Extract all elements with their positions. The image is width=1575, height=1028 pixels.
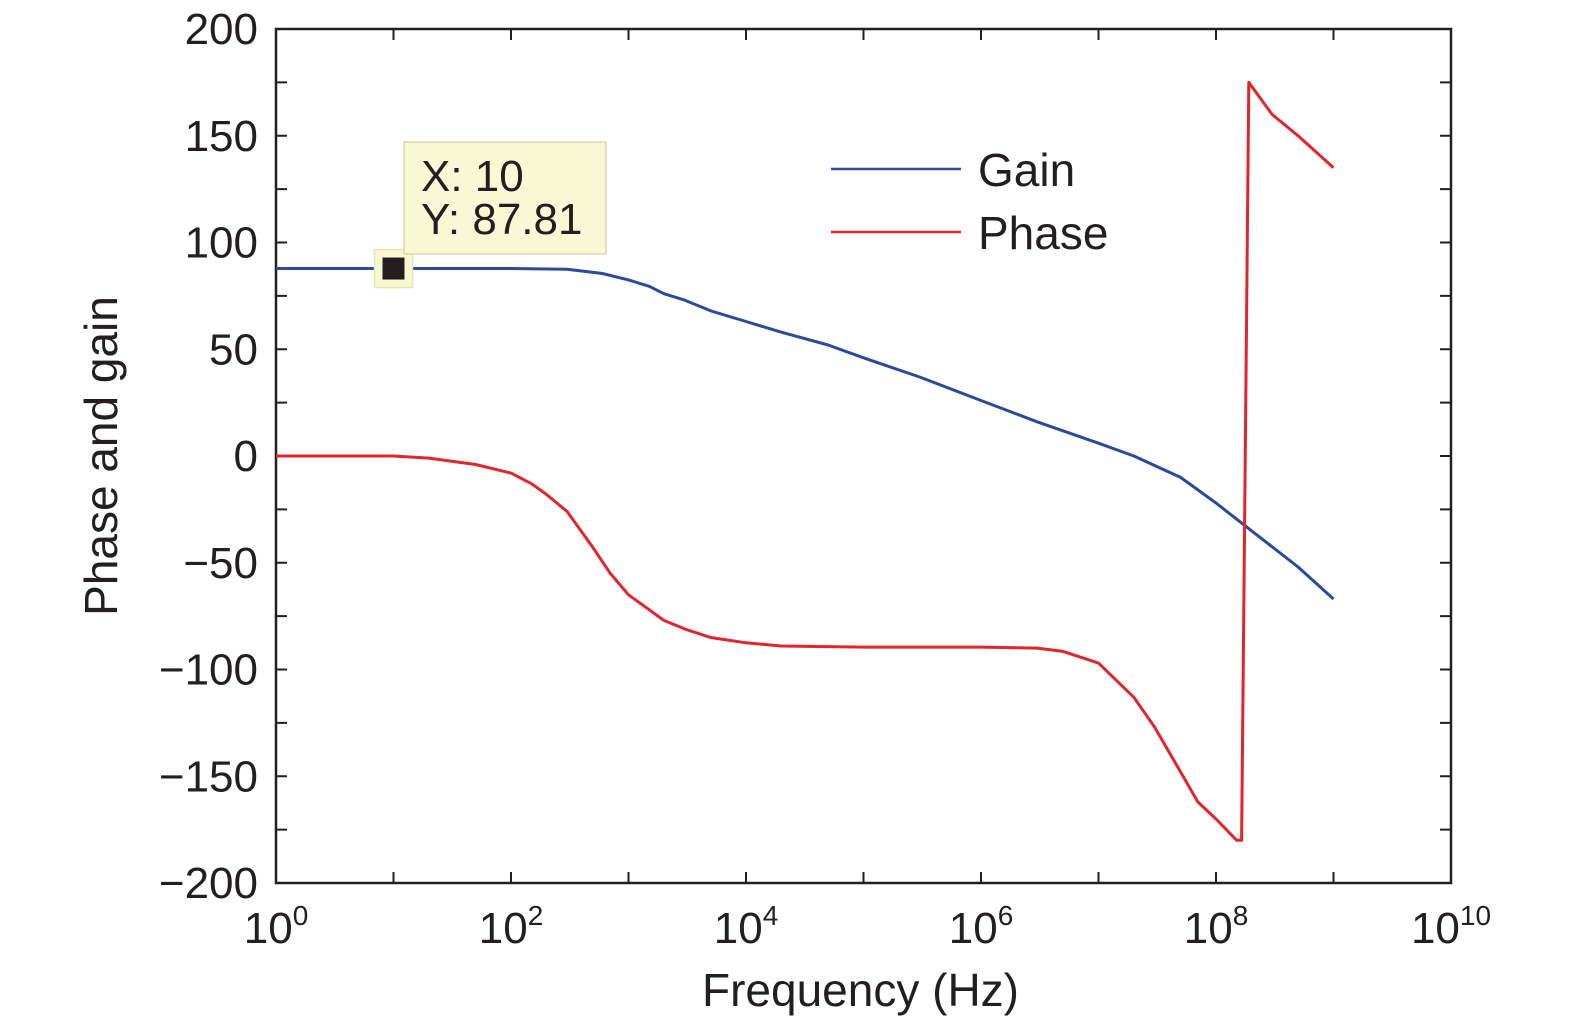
datatip-y-text: Y: 87.81 xyxy=(421,195,582,244)
series-line-phase xyxy=(276,80,1335,842)
series-line-gain xyxy=(276,267,1335,601)
y-tick-label: −200 xyxy=(159,859,258,908)
series-layer xyxy=(276,80,1335,842)
x-tick-label: 1010 xyxy=(1411,900,1491,953)
datatip[interactable]: X: 10Y: 87.81 xyxy=(373,141,607,289)
y-tick-label: −150 xyxy=(159,752,258,801)
y-tick-label: 200 xyxy=(185,5,258,54)
x-tick-label: 108 xyxy=(1184,900,1249,953)
datatip-x-text: X: 10 xyxy=(421,152,524,201)
axis-ticks xyxy=(275,28,1452,884)
x-tick-label: 102 xyxy=(479,900,544,953)
plot-area: X: 10Y: 87.81 xyxy=(274,27,1453,885)
y-tick-labels: 200 150 100 50 0 −50 −100 −150 −200 xyxy=(159,5,258,908)
y-tick-label: 150 xyxy=(185,112,258,161)
y-tick-label: 0 xyxy=(234,432,258,481)
datatip-box xyxy=(403,141,607,255)
legend-label-phase: Phase xyxy=(978,207,1108,259)
x-tick-label: 100 xyxy=(244,900,309,953)
legend: Gain Phase xyxy=(831,144,1108,259)
x-tick-label: 106 xyxy=(949,900,1014,953)
y-tick-label: −50 xyxy=(183,539,258,588)
x-axis-title: Frequency (Hz) xyxy=(702,964,1019,1016)
x-tick-labels: 100 102 104 106 108 1010 xyxy=(244,900,1491,953)
x-tick-label: 104 xyxy=(714,900,779,953)
y-tick-label: −100 xyxy=(159,646,258,695)
y-axis-title: Phase and gain xyxy=(75,296,127,616)
legend-label-gain: Gain xyxy=(978,144,1075,196)
y-tick-label: 50 xyxy=(209,325,258,374)
y-tick-label: 100 xyxy=(185,219,258,268)
datatip-marker[interactable] xyxy=(382,257,405,280)
